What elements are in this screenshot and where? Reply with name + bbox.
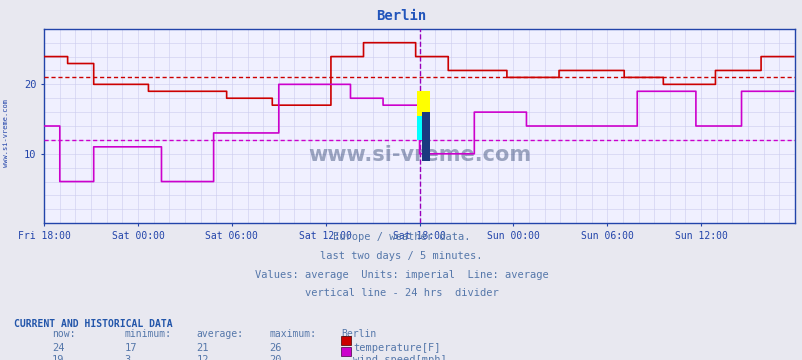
Text: www.si-vreme.com: www.si-vreme.com <box>308 145 530 165</box>
Text: CURRENT AND HISTORICAL DATA: CURRENT AND HISTORICAL DATA <box>14 319 173 329</box>
Text: Berlin: Berlin <box>341 329 376 339</box>
Text: minimum:: minimum: <box>124 329 172 339</box>
Text: 19: 19 <box>52 355 65 360</box>
Text: average:: average: <box>196 329 244 339</box>
Text: Values: average  Units: imperial  Line: average: Values: average Units: imperial Line: av… <box>254 270 548 280</box>
Text: Europe / weather data.: Europe / weather data. <box>332 232 470 242</box>
Bar <box>416 91 429 140</box>
Text: now:: now: <box>52 329 75 339</box>
Text: 24: 24 <box>52 343 65 353</box>
Bar <box>416 116 426 140</box>
Text: 17: 17 <box>124 343 137 353</box>
Text: vertical line - 24 hrs  divider: vertical line - 24 hrs divider <box>304 288 498 298</box>
Text: wind speed[mph]: wind speed[mph] <box>353 355 447 360</box>
Text: 3: 3 <box>124 355 131 360</box>
Text: Berlin: Berlin <box>376 9 426 23</box>
Bar <box>422 112 429 161</box>
Text: www.si-vreme.com: www.si-vreme.com <box>3 99 10 167</box>
Text: 20: 20 <box>269 355 282 360</box>
Text: temperature[F]: temperature[F] <box>353 343 440 353</box>
Text: last two days / 5 minutes.: last two days / 5 minutes. <box>320 251 482 261</box>
Text: maximum:: maximum: <box>269 329 316 339</box>
Text: 12: 12 <box>196 355 209 360</box>
Text: 21: 21 <box>196 343 209 353</box>
Text: 26: 26 <box>269 343 282 353</box>
